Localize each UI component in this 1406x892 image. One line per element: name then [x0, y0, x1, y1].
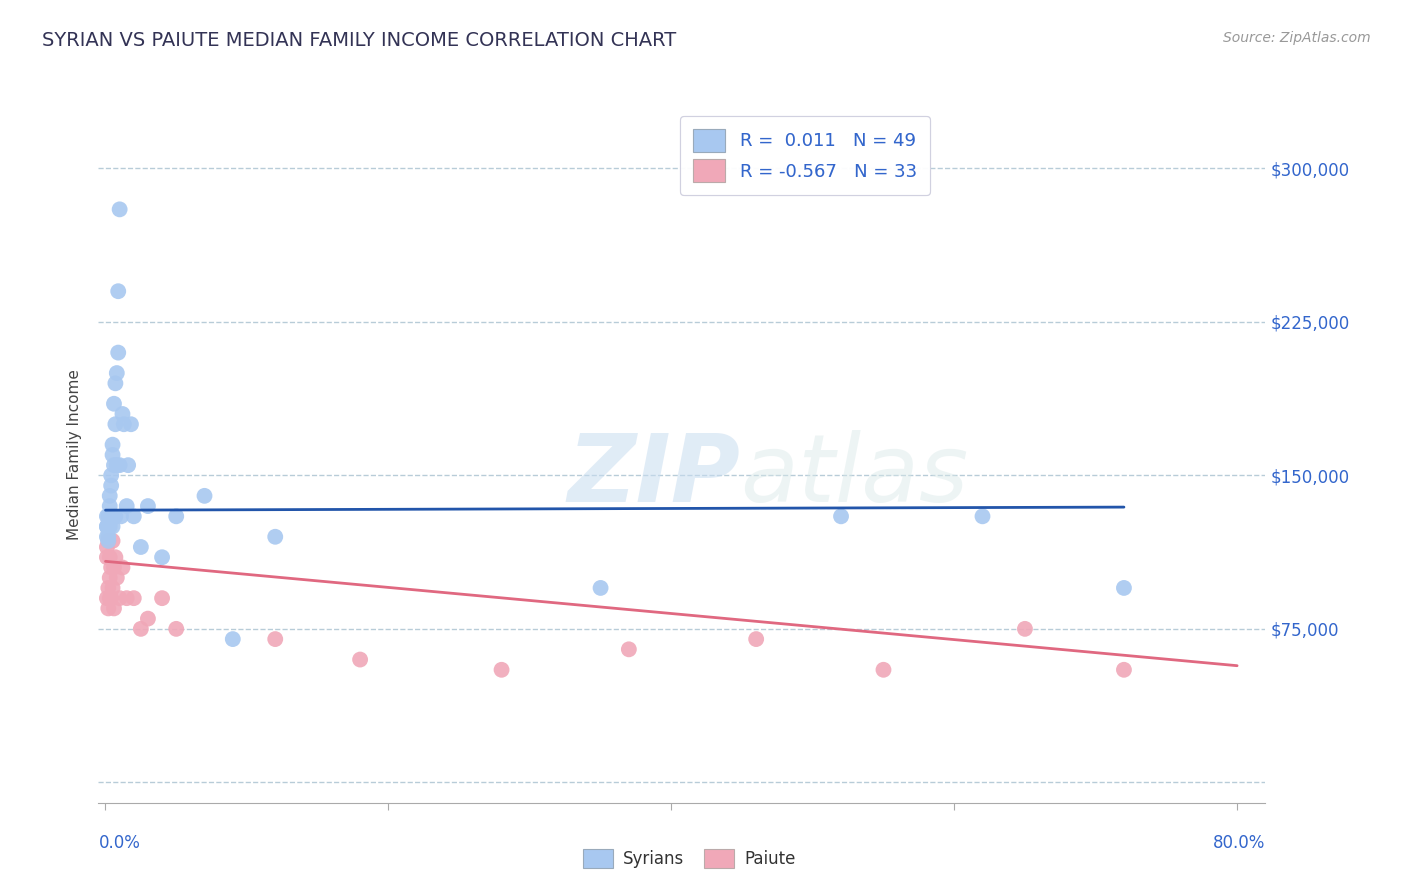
Point	[105, 366, 128, 380]
Point	[193, 489, 215, 503]
Point	[96, 550, 118, 565]
Point	[120, 417, 142, 432]
Point	[617, 642, 640, 657]
Point	[98, 509, 121, 524]
Point	[150, 550, 173, 565]
Point	[97, 601, 120, 615]
Point	[1112, 581, 1135, 595]
Point	[97, 519, 120, 533]
Point	[108, 202, 131, 217]
Point	[96, 540, 118, 554]
Text: 80.0%: 80.0%	[1213, 834, 1265, 852]
Point	[101, 509, 124, 524]
Point	[129, 622, 152, 636]
Point	[97, 581, 120, 595]
Point	[165, 509, 187, 524]
Point	[589, 581, 612, 595]
Point	[830, 509, 852, 524]
Point	[150, 591, 173, 606]
Point	[264, 632, 287, 646]
Point	[98, 499, 121, 513]
Text: ZIP: ZIP	[568, 430, 741, 522]
Y-axis label: Median Family Income: Median Family Income	[67, 369, 83, 541]
Point	[101, 581, 124, 595]
Point	[115, 499, 138, 513]
Point	[97, 509, 120, 524]
Text: Source: ZipAtlas.com: Source: ZipAtlas.com	[1223, 31, 1371, 45]
Point	[100, 468, 122, 483]
Text: atlas: atlas	[741, 430, 969, 521]
Point	[103, 560, 125, 574]
Legend: R =  0.011   N = 49, R = -0.567   N = 33: R = 0.011 N = 49, R = -0.567 N = 33	[681, 116, 929, 195]
Point	[101, 438, 124, 452]
Text: SYRIAN VS PAIUTE MEDIAN FAMILY INCOME CORRELATION CHART: SYRIAN VS PAIUTE MEDIAN FAMILY INCOME CO…	[42, 31, 676, 50]
Point	[110, 509, 132, 524]
Point	[101, 448, 124, 462]
Point	[100, 560, 122, 574]
Point	[129, 540, 152, 554]
Point	[97, 533, 120, 548]
Point	[96, 509, 118, 524]
Point	[105, 458, 128, 472]
Point	[97, 533, 120, 548]
Point	[96, 519, 118, 533]
Point	[222, 632, 245, 646]
Point	[96, 591, 118, 606]
Point	[104, 417, 127, 432]
Point	[872, 663, 894, 677]
Legend: Syrians, Paiute: Syrians, Paiute	[576, 842, 801, 875]
Point	[107, 345, 129, 359]
Point	[97, 519, 120, 533]
Point	[491, 663, 513, 677]
Point	[105, 571, 128, 585]
Point	[1014, 622, 1036, 636]
Point	[122, 591, 145, 606]
Point	[117, 458, 139, 472]
Point	[349, 652, 371, 666]
Point	[111, 407, 134, 421]
Point	[745, 632, 768, 646]
Point	[104, 509, 127, 524]
Point	[97, 530, 120, 544]
Point	[136, 499, 159, 513]
Point	[103, 458, 125, 472]
Point	[98, 550, 121, 565]
Point	[108, 591, 131, 606]
Text: 0.0%: 0.0%	[98, 834, 141, 852]
Point	[101, 533, 124, 548]
Point	[103, 397, 125, 411]
Point	[98, 571, 121, 585]
Point	[107, 284, 129, 298]
Point	[972, 509, 994, 524]
Point	[96, 530, 118, 544]
Point	[264, 530, 287, 544]
Point	[103, 601, 125, 615]
Point	[136, 612, 159, 626]
Point	[1112, 663, 1135, 677]
Point	[115, 591, 138, 606]
Point	[101, 519, 124, 533]
Point	[165, 622, 187, 636]
Point	[98, 519, 121, 533]
Point	[100, 478, 122, 492]
Point	[112, 417, 135, 432]
Point	[108, 458, 131, 472]
Point	[98, 489, 121, 503]
Point	[98, 591, 121, 606]
Point	[111, 560, 134, 574]
Point	[98, 516, 121, 530]
Point	[122, 509, 145, 524]
Point	[104, 376, 127, 391]
Point	[100, 591, 122, 606]
Point	[104, 550, 127, 565]
Point	[96, 519, 118, 533]
